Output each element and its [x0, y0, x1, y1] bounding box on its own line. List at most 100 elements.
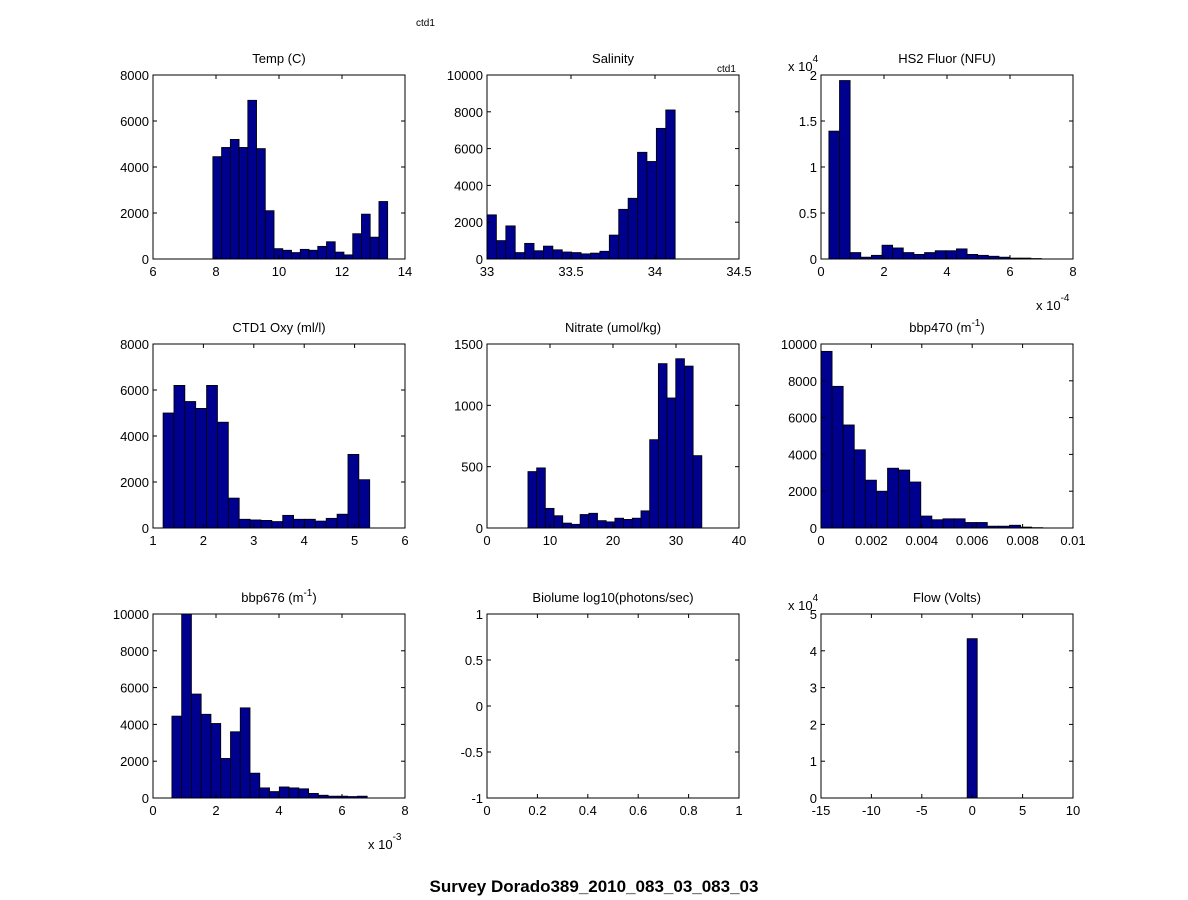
figure-title: Survey Dorado389_2010_083_03_083_03	[430, 877, 759, 896]
histogram-bar	[288, 787, 300, 799]
y-tick-label: 8000	[454, 105, 483, 120]
histogram-bar	[828, 130, 840, 260]
histogram-bar	[966, 253, 979, 260]
x-tick-label: -15	[812, 803, 831, 818]
histogram-bar	[256, 148, 266, 260]
histogram-bar	[264, 210, 275, 260]
x-tick-label: 0.2	[528, 803, 546, 818]
histogram-bar	[221, 147, 231, 260]
histogram-bar	[249, 772, 261, 799]
histogram-bar	[913, 253, 925, 260]
x-tick-label: 0.002	[855, 533, 888, 548]
histogram-bar	[259, 787, 270, 799]
histogram-bar	[618, 208, 629, 260]
panel-title: Temp (C)	[252, 51, 305, 66]
histogram-bar	[964, 522, 977, 529]
histogram-bar	[273, 248, 284, 260]
x-tick-label: 34.5	[726, 264, 751, 279]
panel-title-text: CTD1 Oxy (ml/l)	[232, 320, 325, 335]
histogram-panel-5: 0 10 20 30 40 0 500 1000 1500 Nitrate (umol/kg)	[454, 320, 746, 548]
x-tick-label: 34	[648, 264, 662, 279]
panel-title-text: Salinity	[592, 51, 634, 66]
panel-title-suffix: )	[980, 320, 984, 335]
x-tick-label: 2	[200, 533, 207, 548]
y-tick-label: 4000	[120, 160, 149, 175]
panel-title: Flow (Volts)	[913, 590, 981, 605]
histogram-bar	[524, 242, 535, 260]
ctd1-annotation-top: ctd1	[416, 18, 435, 29]
y-tick-label: 1.5	[799, 114, 817, 129]
histogram-bar	[343, 254, 354, 260]
histogram-bar	[326, 241, 336, 260]
panel-title: bbp470 (m-1)	[909, 318, 984, 335]
x-tick-label: 0	[817, 533, 824, 548]
histogram-bar	[553, 515, 564, 529]
axes-box	[820, 343, 1074, 529]
histogram-bar	[849, 252, 862, 260]
x-tick-label: 33.5	[558, 264, 583, 279]
histogram-bar	[953, 518, 966, 529]
x-tick-label: 0	[969, 803, 976, 818]
y-tick-label: 1000	[454, 398, 483, 413]
histogram-bar	[239, 707, 251, 799]
histogram-bar	[942, 518, 955, 529]
histogram-bar	[657, 363, 668, 529]
y-tick-label: 8000	[120, 68, 149, 83]
histogram-bar	[206, 384, 218, 529]
y-tick-label: 2	[810, 717, 817, 732]
x-tick-label: 12	[335, 264, 349, 279]
histogram-panel-1: 6 8 10 12 14 0 2000 4000 6000 8000 Temp (C)	[120, 51, 412, 279]
y-axis-multiplier: x 104	[788, 54, 819, 74]
x-tick-label: 14	[398, 264, 412, 279]
histogram-bar	[304, 518, 316, 529]
histogram-bar	[536, 467, 546, 529]
y-tick-label: 0	[810, 521, 817, 536]
y-tick-label: 2000	[120, 754, 149, 769]
x-tick-label: 6	[401, 533, 408, 548]
histogram-bar	[293, 518, 305, 529]
y-tick-label: 1500	[454, 337, 483, 352]
histogram-bar	[977, 254, 989, 260]
histogram-bar	[820, 350, 833, 529]
histogram-panel-8: 0 0.2 0.4 0.6 0.8 1 -1 -0.5 0 0.5 1 Biolume log10(p…	[461, 590, 743, 818]
histogram-bar	[358, 479, 371, 529]
histogram-bar	[299, 248, 310, 260]
x-tick-label: 0.008	[1006, 533, 1039, 548]
histogram-bar	[684, 365, 694, 529]
x-tick-label: -10	[862, 803, 881, 818]
y-tick-label: 4000	[120, 717, 149, 732]
histogram-bar	[552, 249, 563, 260]
histogram-bar	[533, 250, 544, 260]
panel-title-text: bbp676 (m	[241, 590, 303, 605]
histogram-bar	[931, 519, 944, 529]
y-tick-label: 6000	[120, 681, 149, 696]
histogram-bar	[898, 469, 911, 529]
histogram-bar	[608, 234, 620, 260]
y-tick-label: 8000	[120, 644, 149, 659]
y-tick-label: 0.5	[799, 206, 817, 221]
histogram-bar	[271, 521, 284, 529]
x-tick-label: 10	[543, 533, 557, 548]
histogram-bar	[505, 225, 516, 260]
y-tick-label: 10000	[113, 607, 149, 622]
histogram-bar	[220, 758, 231, 799]
x-tick-label: 8	[401, 803, 408, 818]
y-tick-label: 4000	[120, 429, 149, 444]
x-tick-label: 0.004	[906, 533, 939, 548]
x-tick-label: 0.8	[680, 803, 698, 818]
panel-title-superscript: -1	[303, 588, 312, 599]
y-axis-multiplier: x 104	[788, 593, 819, 613]
histogram-bar	[887, 467, 900, 529]
y-tick-label: 8000	[788, 374, 817, 389]
panel-title-text: Biolume log10(photons/sec)	[532, 590, 693, 605]
histogram-bar	[486, 214, 497, 260]
histogram-bar	[229, 138, 240, 260]
histogram-bar	[934, 250, 947, 260]
histogram-bar	[571, 252, 582, 260]
y-multiplier-exponent: 4	[813, 593, 819, 604]
histogram-bar	[665, 109, 676, 260]
histogram-bar	[842, 424, 855, 529]
y-tick-label: 0	[810, 791, 817, 806]
axes-box	[486, 74, 740, 260]
x-multiplier-base: x 10	[368, 837, 393, 852]
